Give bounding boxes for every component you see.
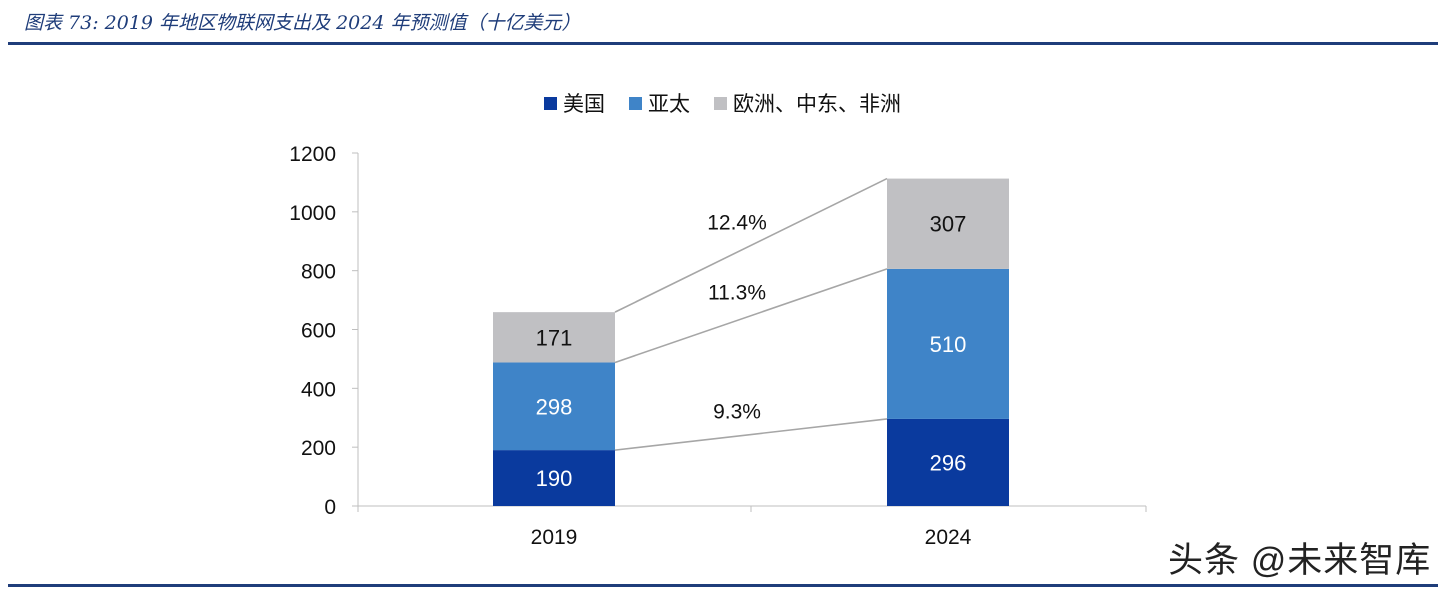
legend-swatch-us — [544, 96, 557, 110]
bottom-rule — [8, 584, 1438, 587]
legend-item-apac: 亚太 — [629, 88, 690, 118]
data-label: 190 — [536, 466, 573, 491]
legend-label-emea: 欧洲、中东、非洲 — [733, 93, 901, 116]
data-label: 298 — [536, 394, 573, 419]
bar-segment — [493, 450, 615, 506]
bar-segment — [493, 312, 615, 363]
y-tick-label: 1200 — [289, 143, 336, 166]
bar-segment — [887, 268, 1009, 419]
y-tick-label: 0 — [324, 496, 336, 519]
bar-segment — [887, 178, 1009, 269]
growth-rate-label: 9.3% — [713, 401, 761, 424]
y-tick-label: 200 — [301, 437, 336, 460]
growth-connector-line — [614, 418, 888, 451]
x-tick-label: 2019 — [531, 526, 578, 549]
chart-legend: 美国 亚太 欧洲、中东、非洲 — [544, 88, 925, 118]
growth-connector-line — [614, 268, 888, 364]
bar-segment — [887, 418, 1009, 506]
growth-rate-label: 12.4% — [707, 211, 767, 234]
growth-rate-label: 11.3% — [708, 282, 766, 305]
data-label: 296 — [930, 450, 967, 475]
figure-title: 图表 73: 2019 年地区物联网支出及 2024 年预测值（十亿美元） — [24, 12, 581, 34]
legend-item-us: 美国 — [544, 88, 605, 118]
legend-swatch-emea — [714, 96, 727, 110]
y-tick-label: 400 — [301, 378, 336, 401]
legend-item-emea: 欧洲、中东、非洲 — [714, 88, 901, 118]
bar-segment — [493, 362, 615, 451]
legend-swatch-apac — [629, 96, 642, 110]
y-tick-label: 600 — [301, 320, 336, 343]
data-label: 307 — [930, 212, 967, 237]
data-label: 510 — [930, 332, 967, 357]
growth-connector-line — [614, 177, 888, 313]
y-tick-label: 1000 — [289, 202, 336, 225]
y-tick-label: 800 — [301, 261, 336, 284]
x-tick-label: 2024 — [925, 526, 972, 549]
legend-label-apac: 亚太 — [648, 93, 690, 116]
top-rule — [8, 42, 1438, 45]
watermark: 头条 @未来智库 — [1168, 541, 1432, 580]
data-label: 171 — [536, 325, 573, 350]
legend-label-us: 美国 — [563, 93, 605, 116]
